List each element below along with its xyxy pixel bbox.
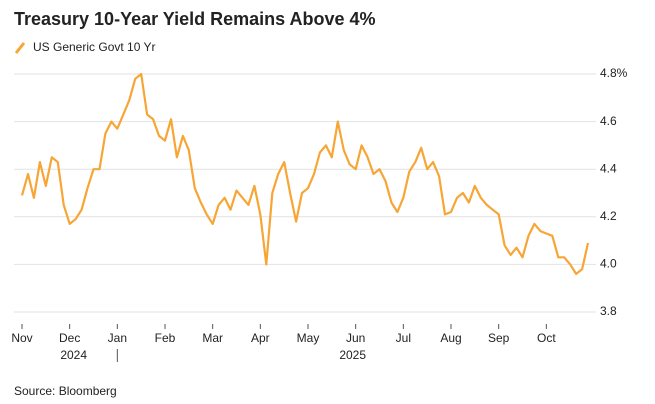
legend-swatch — [14, 42, 26, 54]
source: Source: Bloomberg — [14, 384, 117, 398]
y-tick-label: 4.4 — [600, 161, 617, 175]
x-tick-label: Apr — [251, 331, 270, 345]
series-line — [20, 72, 590, 275]
x-tick-label: Jul — [396, 331, 411, 345]
x-tick-label: Jan — [108, 331, 127, 345]
chart-title: Treasury 10-Year Yield Remains Above 4% — [14, 9, 376, 29]
x-tick-label: Aug — [440, 331, 461, 345]
x-tick-label: Sep — [488, 331, 510, 345]
year-label: 2025 — [339, 348, 366, 362]
x-tick-label: Oct — [537, 331, 556, 345]
y-tick-label: 4.2 — [600, 209, 617, 223]
x-tick-label: Jun — [346, 331, 365, 345]
y-tick-label: 4.6 — [600, 114, 617, 128]
x-tick-label: Nov — [11, 331, 32, 345]
x-tick-label: May — [297, 331, 320, 345]
y-tick-label: 4.0 — [600, 257, 617, 271]
x-tick-label: Feb — [155, 331, 176, 345]
legend-label: US Generic Govt 10 Yr — [33, 40, 156, 54]
y-tick-label: 4.8% — [600, 66, 628, 80]
x-tick-label: Mar — [202, 331, 223, 345]
y-tick-label: 3.8 — [600, 304, 617, 318]
year-label: 2024 — [60, 348, 87, 362]
x-tick-label: Dec — [59, 331, 80, 345]
